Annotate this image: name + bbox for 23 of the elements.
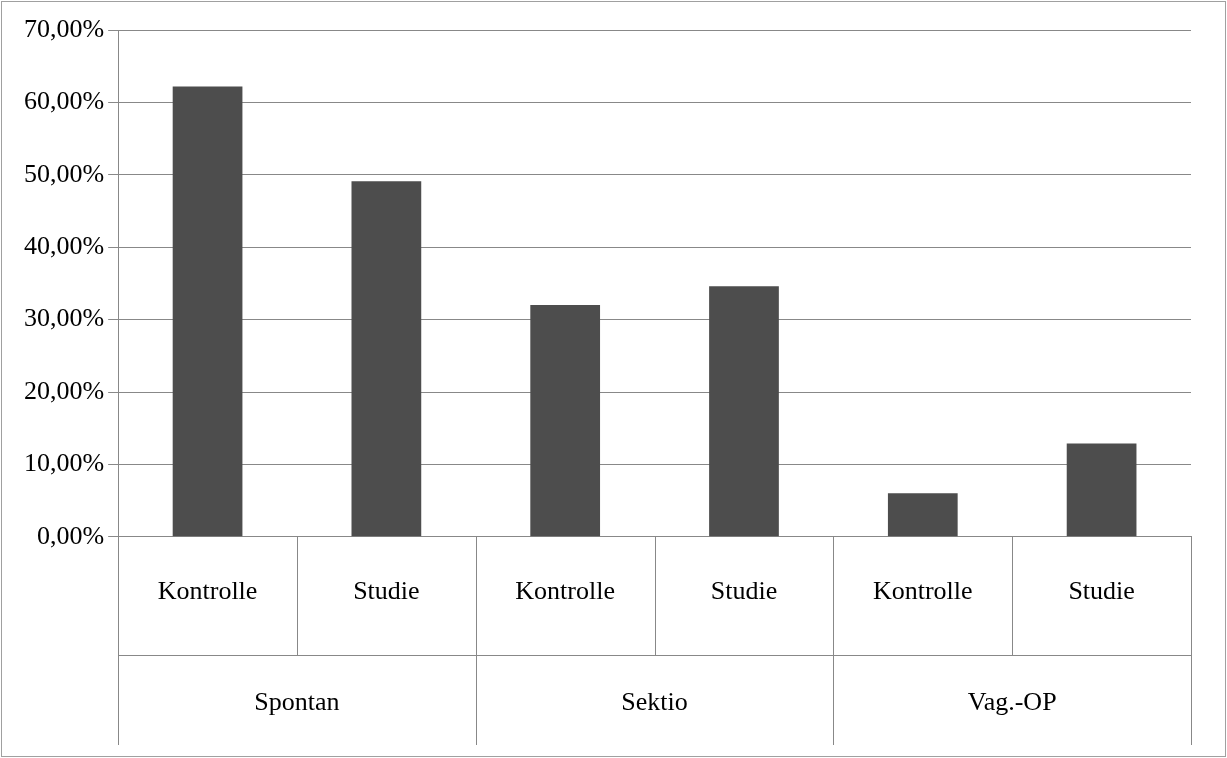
x-tick-label: Kontrolle [872, 576, 973, 606]
y-tick-label: 0,00% [36, 520, 105, 550]
y-tick-label: 30,00% [23, 303, 105, 333]
x-tick-label: Studie [710, 576, 778, 606]
x-tick-label: Kontrolle [515, 576, 615, 606]
y-tick-label: 50,00% [23, 158, 105, 188]
y-tick-label: 20,00% [23, 375, 105, 405]
y-tick-label: 10,00% [23, 448, 105, 478]
y-tick-label: 70,00% [23, 13, 105, 43]
bar [887, 493, 958, 537]
bar [530, 305, 601, 537]
bar [709, 286, 779, 537]
bar [172, 86, 243, 537]
y-tick-label: 40,00% [23, 231, 105, 261]
y-tick-label: 60,00% [23, 86, 105, 116]
x-tick-label: Studie [1068, 576, 1135, 606]
x-tick-label: Studie [353, 576, 420, 606]
bar [351, 181, 422, 537]
bar [1066, 443, 1137, 537]
text: Sektio [621, 686, 688, 716]
text: Spontan [254, 686, 340, 716]
x-tick-label: Kontrolle [157, 576, 258, 606]
text: Vag.-OP [967, 686, 1057, 716]
